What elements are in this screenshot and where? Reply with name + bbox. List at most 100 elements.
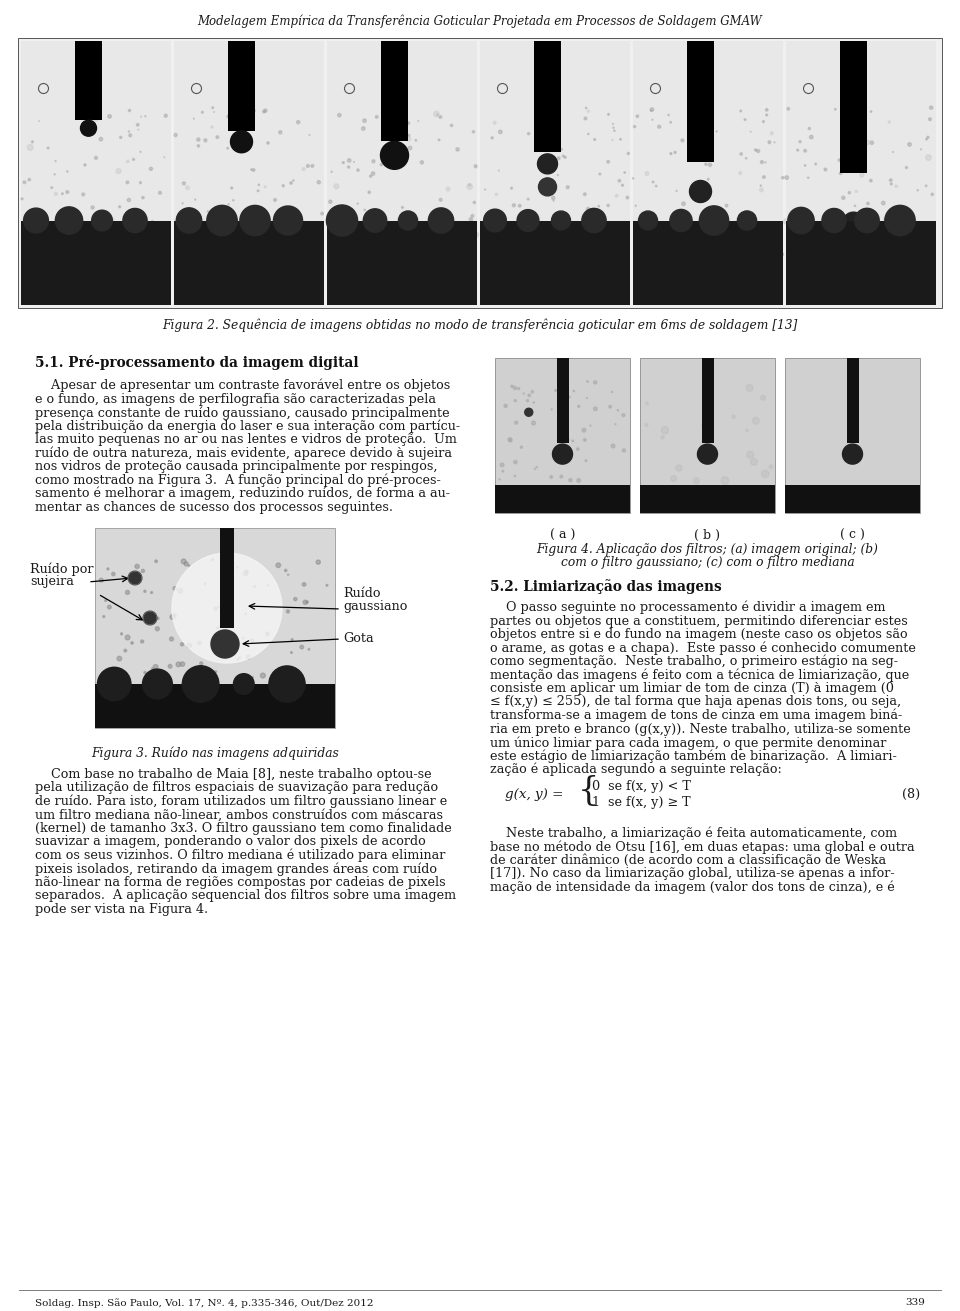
Circle shape [184,250,187,254]
Circle shape [620,139,621,140]
Circle shape [242,113,247,118]
Circle shape [467,184,472,189]
Circle shape [609,405,612,408]
Circle shape [484,254,488,257]
Text: partes ou objetos que a constituem, permitindo diferenciar estes: partes ou objetos que a constituem, perm… [490,615,908,628]
Circle shape [420,262,422,265]
Circle shape [198,641,201,645]
Circle shape [850,218,852,219]
Circle shape [621,185,623,186]
Circle shape [228,583,230,587]
Circle shape [378,262,380,264]
Bar [557,358,568,443]
Circle shape [514,387,516,389]
Circle shape [514,460,517,464]
Circle shape [515,232,517,235]
Circle shape [697,193,700,197]
Circle shape [930,235,932,237]
Circle shape [426,252,429,256]
Circle shape [170,615,175,619]
Circle shape [303,600,307,604]
Circle shape [99,578,103,582]
Circle shape [910,252,913,254]
Circle shape [227,256,228,257]
Circle shape [440,239,443,243]
Circle shape [622,448,625,452]
Circle shape [598,206,600,207]
Circle shape [291,652,293,653]
Circle shape [584,236,587,240]
Circle shape [702,423,706,429]
Circle shape [617,409,618,412]
Circle shape [252,169,255,172]
Circle shape [267,142,269,144]
Circle shape [539,178,557,195]
Circle shape [372,160,375,163]
Text: sujeira: sujeira [30,576,74,589]
Bar [480,220,630,305]
Circle shape [869,246,873,250]
Circle shape [739,172,742,174]
Circle shape [227,246,228,249]
Circle shape [565,412,567,413]
Circle shape [363,119,367,122]
Circle shape [551,233,555,236]
Circle shape [225,258,227,260]
Circle shape [513,203,516,207]
Circle shape [804,165,805,166]
Circle shape [129,109,131,111]
Circle shape [634,126,636,127]
Circle shape [870,110,872,113]
Circle shape [264,109,267,113]
Circle shape [568,479,572,482]
Circle shape [380,164,382,165]
Circle shape [638,211,658,229]
Circle shape [326,585,328,586]
Circle shape [709,218,712,222]
Circle shape [674,151,676,153]
Text: ( b ): ( b ) [694,530,721,541]
Circle shape [81,121,97,136]
Circle shape [364,210,366,211]
Circle shape [745,157,747,159]
Circle shape [845,240,848,243]
Circle shape [475,233,479,236]
Circle shape [84,244,85,245]
Circle shape [753,417,759,423]
Circle shape [804,149,806,152]
Circle shape [294,598,297,600]
Text: ≤ f(x,y) ≤ 255), de tal forma que haja apenas dois tons, ou seja,: ≤ f(x,y) ≤ 255), de tal forma que haja a… [490,696,901,708]
Circle shape [156,627,159,631]
Circle shape [124,649,127,652]
Circle shape [527,132,530,135]
Circle shape [216,136,219,139]
Circle shape [224,210,226,211]
Circle shape [824,168,827,170]
Circle shape [509,228,514,232]
Circle shape [237,566,238,568]
Circle shape [450,125,453,127]
Circle shape [502,471,504,472]
Text: e o fundo, as imagens de perfilografia são caracterizadas pela: e o fundo, as imagens de perfilografia s… [35,392,436,405]
Circle shape [45,260,46,261]
Circle shape [689,181,711,202]
Circle shape [357,169,359,172]
Circle shape [577,448,579,451]
Circle shape [552,197,555,199]
Circle shape [334,184,339,189]
Circle shape [510,250,513,253]
Circle shape [550,476,553,479]
Circle shape [766,114,768,115]
Circle shape [282,185,284,187]
Text: com o filtro gaussiano; (c) com o filtro mediana: com o filtro gaussiano; (c) com o filtro… [561,556,854,569]
Circle shape [436,227,438,228]
Circle shape [555,389,557,392]
Circle shape [426,260,429,264]
Bar [633,220,783,305]
Circle shape [182,666,219,703]
Circle shape [682,202,685,206]
Circle shape [119,253,121,256]
Circle shape [588,110,589,113]
Circle shape [889,178,892,181]
Circle shape [176,662,180,667]
